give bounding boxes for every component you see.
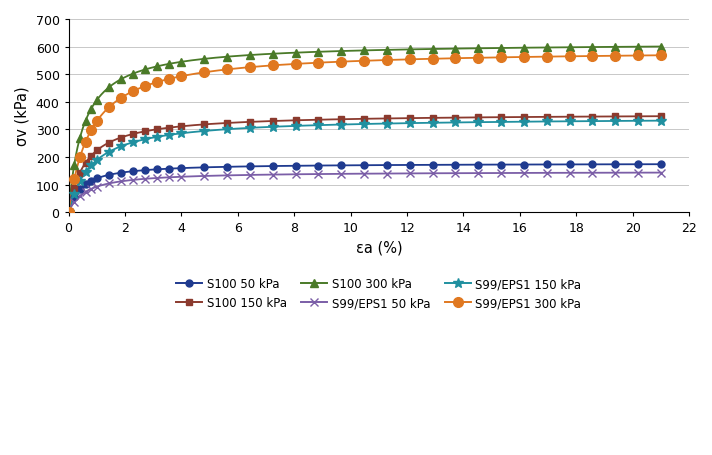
Legend: S100 50 kPa, S100 150 kPa, S100 300 kPa, S99/EPS1 50 kPa, S99/EPS1 150 kPa, S99/: S100 50 kPa, S100 150 kPa, S100 300 kPa,… — [172, 273, 586, 314]
X-axis label: εa (%): εa (%) — [355, 240, 402, 255]
Y-axis label: σv (kPa): σv (kPa) — [15, 86, 30, 146]
